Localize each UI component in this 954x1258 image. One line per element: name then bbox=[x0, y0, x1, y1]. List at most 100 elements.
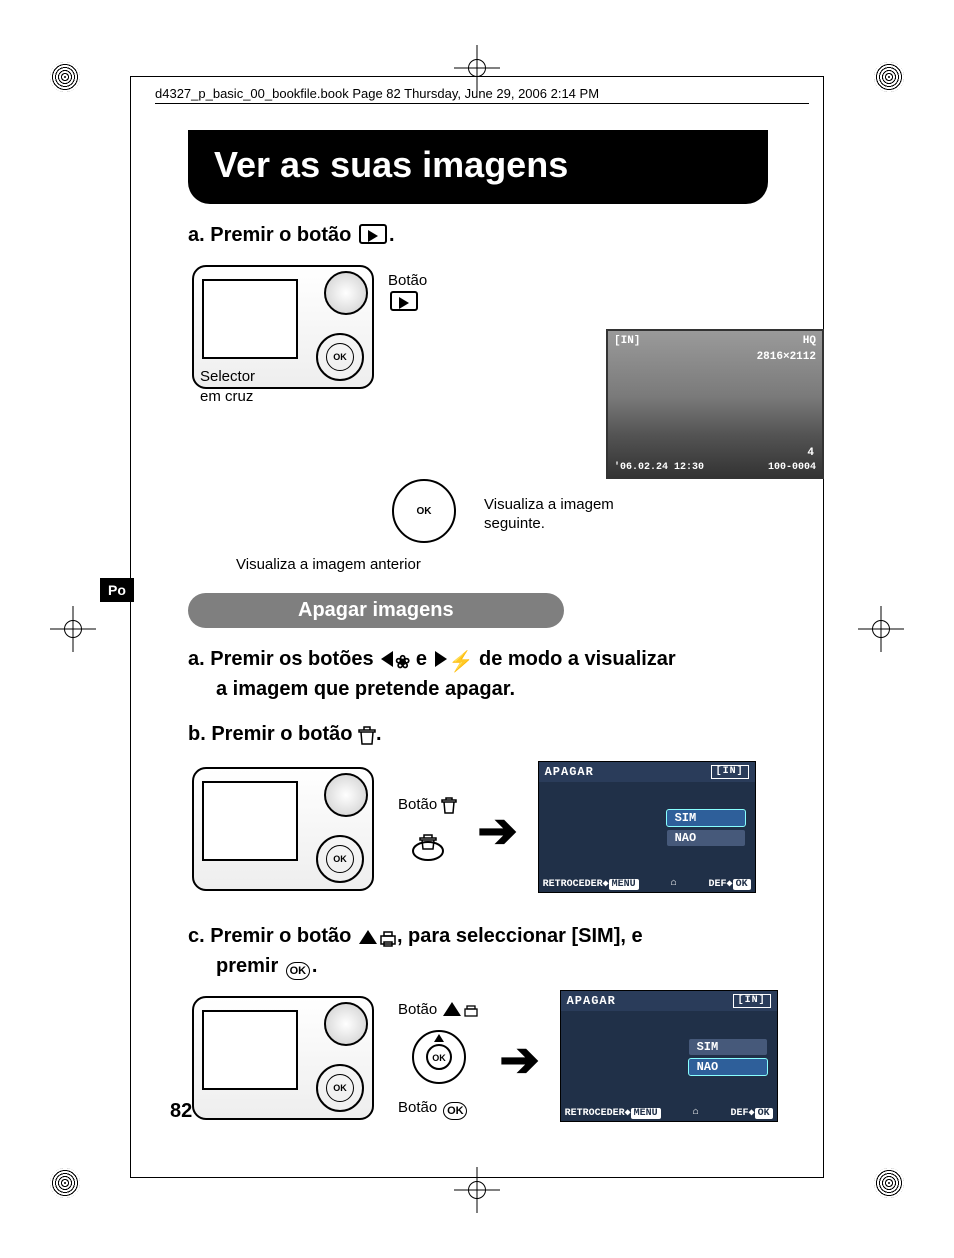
ok-btn-label: Botão bbox=[398, 1099, 437, 1116]
footer-back: RETROCEDER bbox=[565, 1108, 625, 1119]
trash-button-callout: Botão bbox=[398, 795, 457, 867]
print-icon bbox=[379, 926, 397, 953]
del-c-pre: c. Premir o botão bbox=[188, 925, 357, 947]
crop-mark-icon bbox=[50, 1168, 80, 1198]
delete-step-c: c. Premir o botão , para seleccionar [SI… bbox=[188, 923, 824, 980]
hq-label: HQ bbox=[803, 335, 816, 347]
arrow-right-icon: ➔ bbox=[477, 803, 517, 859]
footer-def: DEF bbox=[709, 879, 727, 890]
trash-button-icon bbox=[411, 827, 445, 861]
delete-step-a: a. Premir os botões ❀ e ⚡ de modo a visu… bbox=[188, 646, 824, 703]
selector-label-1: Selector bbox=[200, 367, 255, 387]
del-b-end: . bbox=[376, 723, 382, 745]
next-l1: Visualiza a imagem bbox=[484, 495, 614, 515]
ok-button-icon: OK bbox=[443, 1102, 467, 1120]
del-a-post: de modo a visualizar bbox=[473, 648, 675, 670]
arrow-right-icon: ➔ bbox=[499, 1032, 539, 1088]
prev-image-callout: Visualiza a imagem anterior bbox=[236, 555, 824, 575]
callout-label: Botão bbox=[388, 272, 427, 289]
left-arrow-icon bbox=[381, 651, 393, 667]
next-image-callout: Visualiza a imagem seguinte. bbox=[484, 495, 614, 534]
diagram-confirm: OK Botão OK Botão OK bbox=[188, 990, 824, 1130]
page-number: 82 bbox=[170, 1100, 192, 1123]
camera-illustration: OK bbox=[188, 761, 378, 901]
delete-menu-screen-2: APAGAR [IN] SIM NAO RETROCEDER◆MENU ⌂ DE… bbox=[560, 990, 778, 1122]
next-l2: seguinte. bbox=[484, 514, 614, 534]
diagram-view-images: OK Botão Selector em cruz [IN] HQ 2816×2… bbox=[188, 259, 824, 479]
dpad-icon: OK bbox=[316, 333, 364, 381]
print-icon bbox=[463, 1003, 479, 1023]
footer-ok: OK bbox=[755, 1108, 773, 1119]
dpad-icon: OK bbox=[316, 835, 364, 883]
file-label: 100-0004 bbox=[768, 462, 816, 473]
playback-preview: [IN] HQ 2816×2112 '06.02.24 12:30 100-00… bbox=[606, 329, 824, 479]
footer-def: DEF bbox=[731, 1108, 749, 1119]
selector-label-2: em cruz bbox=[200, 387, 255, 407]
footer-back: RETROCEDER bbox=[543, 879, 603, 890]
up-arrow-icon bbox=[359, 930, 377, 944]
macro-icon: ❀ bbox=[395, 650, 410, 674]
menu-option-no: NAO bbox=[667, 830, 745, 846]
camera-illustration: OK bbox=[188, 990, 378, 1130]
del-a-pre: a. Premir os botões bbox=[188, 648, 379, 670]
menu-option-yes: SIM bbox=[689, 1039, 767, 1055]
flash-icon: ⚡ bbox=[449, 649, 474, 676]
resolution-label: 2816×2112 bbox=[757, 351, 816, 363]
menu-in-badge: [IN] bbox=[711, 765, 749, 779]
del-b-pre: b. Premir o botão bbox=[188, 723, 358, 745]
playback-icon bbox=[390, 291, 418, 311]
up-ok-callouts: Botão OK Botão OK bbox=[398, 1000, 479, 1120]
crop-mark-icon bbox=[874, 1168, 904, 1198]
delete-step-b: b. Premir o botão . bbox=[188, 721, 824, 751]
svg-text:OK: OK bbox=[432, 1053, 446, 1063]
registration-mark-icon bbox=[868, 616, 894, 642]
menu-option-yes: SIM bbox=[667, 810, 745, 826]
page-content: Ver as suas imagens a. Premir o botão . … bbox=[130, 130, 824, 1158]
step-a: a. Premir o botão . bbox=[188, 222, 824, 249]
play-button-callout: Botão bbox=[388, 271, 427, 313]
right-arrow-icon bbox=[435, 651, 447, 667]
time-label: 12:30 bbox=[674, 462, 704, 473]
crop-mark-icon bbox=[874, 62, 904, 92]
footer-ok: OK bbox=[733, 879, 751, 890]
registration-mark-icon bbox=[464, 1177, 490, 1203]
delete-menu-screen-1: APAGAR [IN] SIM NAO RETROCEDER◆MENU ⌂ DE… bbox=[538, 761, 756, 893]
registration-mark-icon bbox=[60, 616, 86, 642]
diagram-delete: OK Botão ➔ APAGAR [IN] SIM NAO RETROCEDE… bbox=[188, 761, 824, 901]
menu-title: APAGAR bbox=[545, 765, 594, 779]
playback-icon bbox=[359, 224, 387, 244]
step-a-end: . bbox=[389, 224, 395, 246]
manual-page: d4327_p_basic_00_bookfile.book Page 82 T… bbox=[0, 0, 954, 1258]
del-c2-post: . bbox=[312, 955, 318, 977]
file-header: d4327_p_basic_00_bookfile.book Page 82 T… bbox=[155, 86, 809, 104]
selector-callout: Selector em cruz bbox=[200, 367, 255, 406]
del-c-post: , para seleccionar [SIM], e bbox=[397, 925, 643, 947]
trash-btn-label: Botão bbox=[398, 796, 437, 813]
menu-option-no: NAO bbox=[689, 1059, 767, 1075]
up-arrow-icon bbox=[443, 1002, 461, 1016]
section-delete-title: Apagar imagens bbox=[188, 593, 564, 628]
page-title: Ver as suas imagens bbox=[188, 130, 768, 204]
language-tab: Po bbox=[100, 578, 134, 602]
dpad-large-icon: OK bbox=[410, 1028, 468, 1086]
step-a-text: a. Premir o botão bbox=[188, 224, 357, 246]
footer-menu: MENU bbox=[609, 879, 639, 890]
up-btn-label: Botão bbox=[398, 1001, 437, 1018]
in-badge: [IN] bbox=[614, 335, 640, 347]
footer-menu: MENU bbox=[631, 1108, 661, 1119]
del-a-l2: a imagem que pretende apagar. bbox=[216, 676, 824, 703]
ok-button-icon: OK bbox=[286, 962, 310, 980]
dpad-ring-icon: OK bbox=[392, 479, 456, 543]
del-c2-pre: premir bbox=[216, 955, 284, 977]
menu-title: APAGAR bbox=[567, 994, 616, 1008]
ok-label: OK bbox=[417, 506, 432, 517]
trash-icon bbox=[358, 724, 376, 751]
trash-icon bbox=[441, 797, 457, 818]
menu-in-badge: [IN] bbox=[733, 994, 771, 1008]
dpad-icon: OK bbox=[316, 1064, 364, 1112]
date-label: '06.02.24 bbox=[614, 462, 668, 473]
selector-diagram: OK Visualiza a imagem seguinte. bbox=[240, 479, 824, 549]
del-a-mid: e bbox=[410, 648, 432, 670]
crop-mark-icon bbox=[50, 62, 80, 92]
count-label: 4 bbox=[807, 447, 814, 459]
